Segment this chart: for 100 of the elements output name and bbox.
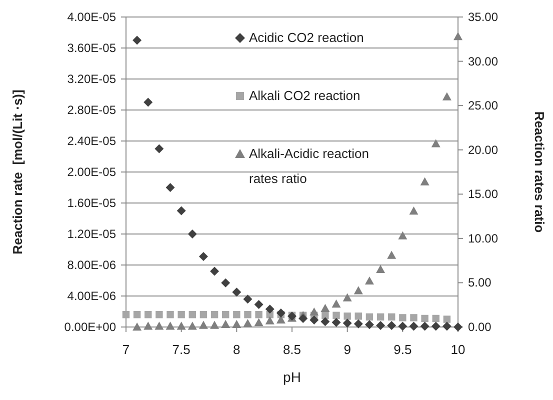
- y-tick-label: 2.00E-05: [67, 165, 116, 179]
- y-tick-label: 2.40E-05: [67, 134, 116, 148]
- point: [442, 322, 452, 331]
- point: [431, 139, 440, 148]
- point: [387, 320, 396, 330]
- point: [354, 286, 363, 294]
- point: [420, 322, 430, 331]
- point: [178, 311, 185, 318]
- x-tick-label: 8: [233, 342, 240, 357]
- point: [364, 276, 374, 285]
- point: [156, 311, 163, 318]
- legend-label: Acidic CO2 reaction: [249, 30, 364, 45]
- point: [310, 307, 319, 316]
- point: [232, 320, 242, 328]
- point: [442, 92, 452, 100]
- point: [399, 314, 406, 322]
- point: [132, 322, 142, 331]
- point: [431, 322, 440, 331]
- y-tick-label: 1.20E-05: [67, 227, 116, 241]
- point: [366, 313, 374, 321]
- point: [298, 314, 308, 323]
- x-tick-label: 8.5: [282, 342, 302, 357]
- point: [176, 322, 186, 330]
- point: [454, 32, 462, 40]
- point: [243, 318, 252, 328]
- point: [420, 177, 430, 186]
- point: [320, 304, 330, 312]
- x-tick-label: 7.5: [172, 342, 190, 357]
- y2-tick-label: 0.00: [468, 320, 492, 334]
- point: [166, 322, 175, 330]
- x-tick-label: 9.5: [394, 342, 412, 357]
- y-tick-label: 8.00E-06: [67, 258, 116, 272]
- point: [254, 300, 264, 310]
- point: [265, 304, 274, 314]
- point: [421, 314, 428, 322]
- point: [221, 278, 230, 288]
- y2-tick-label: 35.00: [468, 10, 498, 24]
- point: [432, 314, 440, 322]
- point: [322, 312, 329, 319]
- y-tick-label: 3.60E-05: [67, 41, 116, 55]
- point: [376, 264, 386, 274]
- point: [222, 311, 230, 318]
- point: [364, 320, 374, 330]
- x-axis-title: pH: [283, 369, 301, 385]
- y2-axis-title: Reaction rates ratio: [532, 111, 547, 233]
- point: [122, 311, 130, 318]
- point: [332, 299, 341, 308]
- point: [144, 98, 153, 107]
- y2-tick-label: 15.00: [468, 187, 498, 202]
- point: [221, 320, 230, 328]
- point: [166, 183, 175, 192]
- point: [144, 322, 153, 330]
- point: [410, 314, 418, 322]
- point: [188, 311, 196, 318]
- y2-tick-label: 5.00: [468, 276, 492, 290]
- point: [210, 311, 218, 318]
- point: [176, 206, 186, 216]
- point: [200, 311, 208, 318]
- point: [210, 266, 220, 276]
- point: [276, 308, 286, 318]
- point: [210, 320, 220, 329]
- y-tick-label: 4.00E-06: [67, 289, 116, 303]
- y-tick-label: 3.20E-05: [67, 72, 116, 86]
- point: [409, 322, 418, 331]
- point: [188, 322, 197, 330]
- point: [244, 311, 252, 318]
- point: [409, 206, 418, 215]
- y2-tick-label: 25.00: [468, 98, 498, 113]
- point: [388, 313, 396, 321]
- point: [376, 320, 386, 330]
- point: [232, 288, 242, 297]
- point: [133, 311, 141, 318]
- x-tick-label: 7: [122, 342, 130, 357]
- point: [387, 250, 396, 259]
- point: [243, 294, 252, 304]
- y-axis-title: Reaction rate [mol/(Lit ·s)]: [10, 90, 25, 254]
- point: [354, 319, 363, 328]
- point: [354, 312, 362, 320]
- point: [332, 312, 340, 319]
- point: [332, 318, 341, 327]
- point: [443, 316, 451, 323]
- point: [398, 231, 408, 240]
- x-tick-label: 10: [450, 342, 466, 357]
- point: [320, 317, 330, 326]
- point: [265, 316, 274, 324]
- y2-tick-label: 30.00: [468, 54, 498, 68]
- y-tick-label: 1.60E-05: [67, 196, 116, 210]
- point: [154, 144, 164, 154]
- point: [344, 312, 351, 320]
- x-tick-label: 9: [344, 342, 351, 357]
- point: [144, 311, 152, 318]
- legend-label: Alkali CO2 reaction: [249, 88, 360, 103]
- y-tick-label: 4.00E-05: [67, 10, 116, 24]
- point: [376, 313, 384, 321]
- y-tick-label: 0.00E+00: [64, 320, 116, 334]
- point: [342, 318, 352, 328]
- point: [188, 230, 197, 238]
- y2-tick-label: 20.00: [468, 142, 498, 157]
- point: [166, 311, 174, 318]
- legend-label: Alkali-Acidic reaction rates ratio: [249, 146, 369, 186]
